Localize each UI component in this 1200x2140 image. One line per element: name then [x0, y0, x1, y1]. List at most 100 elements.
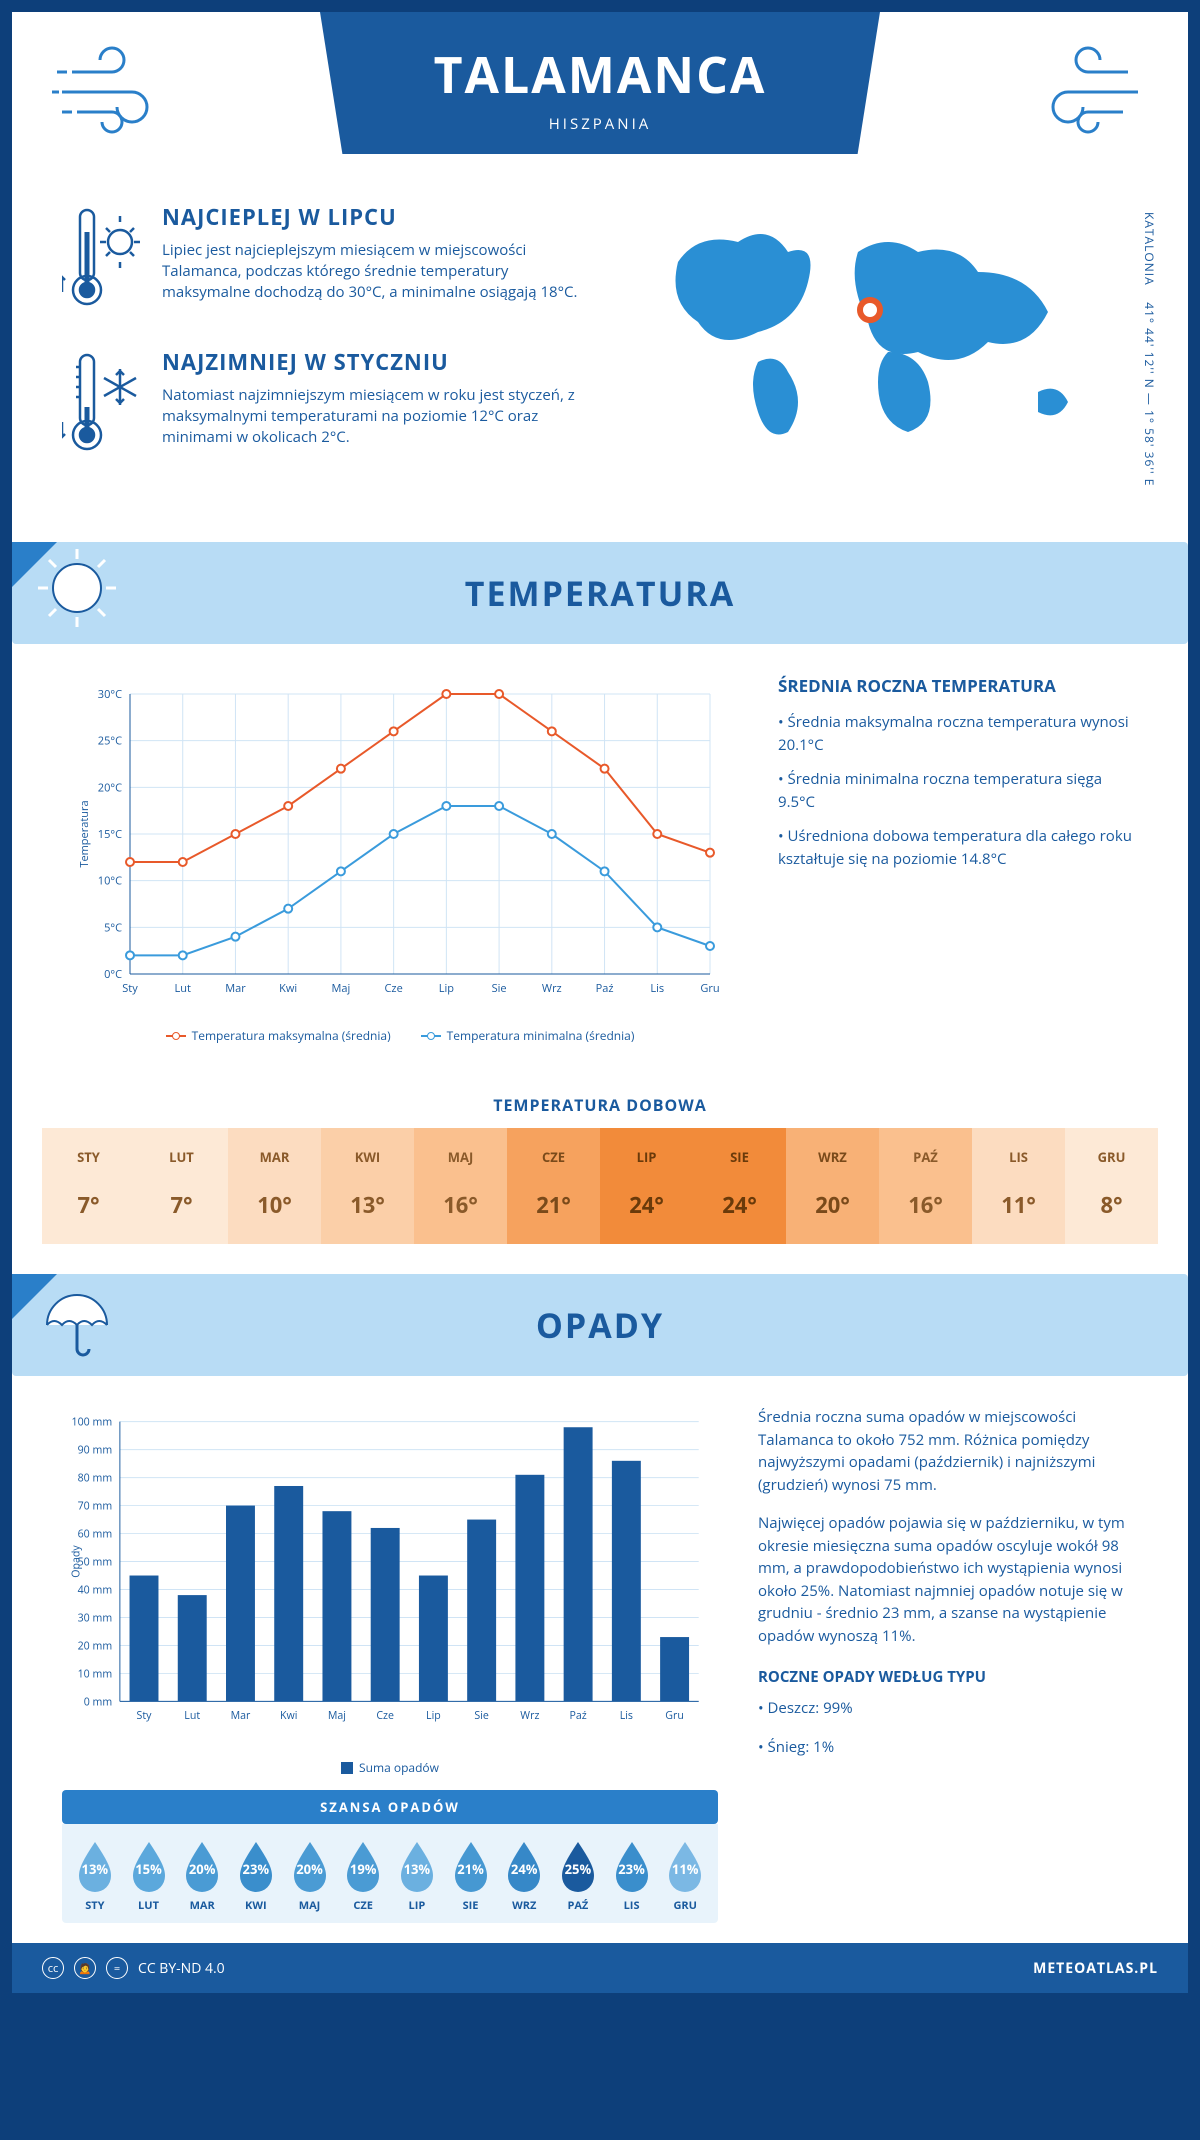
svg-text:90 mm: 90 mm [78, 1443, 113, 1457]
footer: cc 🙍 = CC BY-ND 4.0 METEOATLAS.PL [12, 1943, 1188, 1993]
daily-cell: WRZ 20° [786, 1128, 879, 1244]
svg-text:Paź: Paź [596, 981, 614, 996]
chance-banner: SZANSA OPADÓW [62, 1790, 718, 1824]
precipitation-section: 0 mm10 mm20 mm30 mm40 mm50 mm60 mm70 mm8… [12, 1396, 1188, 1943]
svg-text:Lis: Lis [650, 981, 664, 996]
cc-icon: cc [42, 1957, 64, 1979]
svg-text:70 mm: 70 mm [78, 1499, 113, 1513]
precipitation-banner-label: OPADY [536, 1302, 664, 1348]
world-map-icon [638, 202, 1118, 462]
raindrop-icon: 13% [73, 1838, 117, 1892]
svg-text:Maj: Maj [328, 1709, 346, 1723]
svg-text:30 mm: 30 mm [78, 1611, 113, 1625]
svg-text:Opady: Opady [69, 1545, 83, 1578]
daily-temp-table: STY 7° LUT 7° MAR 10° KWI 13° MAJ 16° CZ… [42, 1128, 1158, 1244]
svg-text:Kwi: Kwi [280, 1709, 297, 1723]
summary-text-column: NAJCIEPLEJ W LIPCU Lipiec jest najcieple… [62, 202, 598, 492]
svg-text:Lut: Lut [175, 981, 191, 996]
annual-temperature-text: ŚREDNIA ROCZNA TEMPERATURA • Średnia mak… [778, 674, 1138, 1044]
svg-text:10°C: 10°C [98, 874, 122, 889]
svg-text:20°C: 20°C [98, 780, 122, 795]
raindrop-icon: 23% [610, 1838, 654, 1892]
wind-icon [52, 42, 172, 147]
svg-text:0°C: 0°C [104, 967, 122, 982]
temperature-section: 0°C5°C10°C15°C20°C25°C30°CStyLutMarKwiMa… [12, 664, 1188, 1074]
svg-text:Wrz: Wrz [520, 1709, 539, 1723]
svg-text:25°C: 25°C [98, 734, 122, 749]
daily-temp-title: TEMPERATURA DOBOWA [12, 1094, 1188, 1116]
daily-cell: KWI 13° [321, 1128, 414, 1244]
site-label: METEOATLAS.PL [1033, 1959, 1158, 1978]
chance-cell: 20% MAJ [283, 1838, 337, 1913]
chance-cell: 25% PAŹ [551, 1838, 605, 1913]
temperature-line-chart: 0°C5°C10°C15°C20°C25°C30°CStyLutMarKwiMa… [62, 674, 738, 1044]
city-title: TALAMANCA [360, 40, 840, 108]
world-map-block: KATALONIA 41° 44' 12'' N — 1° 58' 36'' E [638, 202, 1138, 492]
thermometer-hot-icon [62, 202, 142, 317]
warmest-title: NAJCIEPLEJ W LIPCU [162, 202, 598, 232]
raindrop-icon: 15% [127, 1838, 171, 1892]
svg-text:Paź: Paź [569, 1709, 586, 1723]
thermometer-cold-icon [62, 347, 142, 462]
daily-cell: LIP 24° [600, 1128, 693, 1244]
infographic-page: TALAMANCA HISZPANIA [12, 12, 1188, 1993]
nd-icon: = [106, 1957, 128, 1979]
annual-temp-b2: • Średnia minimalna roczna temperatura s… [778, 768, 1138, 813]
svg-text:Lis: Lis [620, 1709, 633, 1723]
daily-cell: MAR 10° [228, 1128, 321, 1244]
warmest-block: NAJCIEPLEJ W LIPCU Lipiec jest najcieple… [62, 202, 598, 317]
daily-cell: LUT 7° [135, 1128, 228, 1244]
coldest-title: NAJZIMNIEJ W STYCZNIU [162, 347, 598, 377]
svg-text:Wrz: Wrz [542, 981, 562, 996]
precipitation-text: Średnia roczna suma opadów w miejscowośc… [758, 1406, 1138, 1923]
precip-rain: • Deszcz: 99% [758, 1697, 1138, 1720]
chance-cell: 23% KWI [229, 1838, 283, 1913]
svg-text:80 mm: 80 mm [78, 1471, 113, 1485]
temperature-banner-label: TEMPERATURA [465, 570, 735, 616]
title-banner: TALAMANCA HISZPANIA [320, 12, 880, 154]
precip-type-title: ROCZNE OPADY WEDŁUG TYPU [758, 1667, 1138, 1687]
svg-text:Lip: Lip [439, 981, 455, 996]
daily-cell: SIE 24° [693, 1128, 786, 1244]
svg-text:60 mm: 60 mm [78, 1527, 113, 1541]
license-block: cc 🙍 = CC BY-ND 4.0 [42, 1957, 225, 1979]
daily-cell: GRU 8° [1065, 1128, 1158, 1244]
warmest-text: Lipiec jest najcieplejszym miesiącem w m… [162, 240, 598, 303]
chance-cell: 20% MAR [175, 1838, 229, 1913]
chance-cell: 15% LUT [122, 1838, 176, 1913]
svg-text:Mar: Mar [231, 1709, 251, 1723]
chance-cell: 23% LIS [605, 1838, 659, 1913]
svg-text:Mar: Mar [225, 981, 246, 996]
raindrop-icon: 13% [395, 1838, 439, 1892]
daily-cell: STY 7° [42, 1128, 135, 1244]
svg-text:Gru: Gru [665, 1709, 684, 1723]
svg-text:Sie: Sie [492, 981, 507, 996]
header: TALAMANCA HISZPANIA [12, 12, 1188, 192]
temperature-section-banner: TEMPERATURA [12, 542, 1188, 644]
precipitation-section-banner: OPADY [12, 1274, 1188, 1376]
chance-cell: 19% CZE [336, 1838, 390, 1913]
svg-text:0 mm: 0 mm [84, 1695, 112, 1709]
annual-temp-title: ŚREDNIA ROCZNA TEMPERATURA [778, 674, 1138, 697]
raindrop-icon: 24% [502, 1838, 546, 1892]
bar-chart-legend: Suma opadów [62, 1759, 718, 1776]
svg-text:Cze: Cze [385, 981, 403, 996]
coldest-block: NAJZIMNIEJ W STYCZNIU Natomiast najzimni… [62, 347, 598, 462]
chance-cell: 24% WRZ [497, 1838, 551, 1913]
svg-text:40 mm: 40 mm [78, 1583, 113, 1597]
svg-text:15°C: 15°C [98, 827, 122, 842]
svg-text:5°C: 5°C [104, 920, 122, 935]
chance-cell: 13% STY [68, 1838, 122, 1913]
svg-text:Sty: Sty [122, 981, 138, 996]
svg-text:Temperatura: Temperatura [77, 800, 92, 867]
svg-text:Lip: Lip [426, 1709, 441, 1723]
wind-icon [1028, 42, 1148, 147]
by-icon: 🙍 [74, 1957, 96, 1979]
raindrop-icon: 25% [556, 1838, 600, 1892]
svg-text:Lut: Lut [184, 1709, 200, 1723]
license-label: CC BY-ND 4.0 [138, 1959, 225, 1978]
precipitation-bar-chart: 0 mm10 mm20 mm30 mm40 mm50 mm60 mm70 mm8… [62, 1406, 718, 1746]
coordinates-label: KATALONIA 41° 44' 12'' N — 1° 58' 36'' E [1141, 212, 1158, 486]
raindrop-icon: 11% [663, 1838, 707, 1892]
svg-text:100 mm: 100 mm [72, 1416, 113, 1430]
